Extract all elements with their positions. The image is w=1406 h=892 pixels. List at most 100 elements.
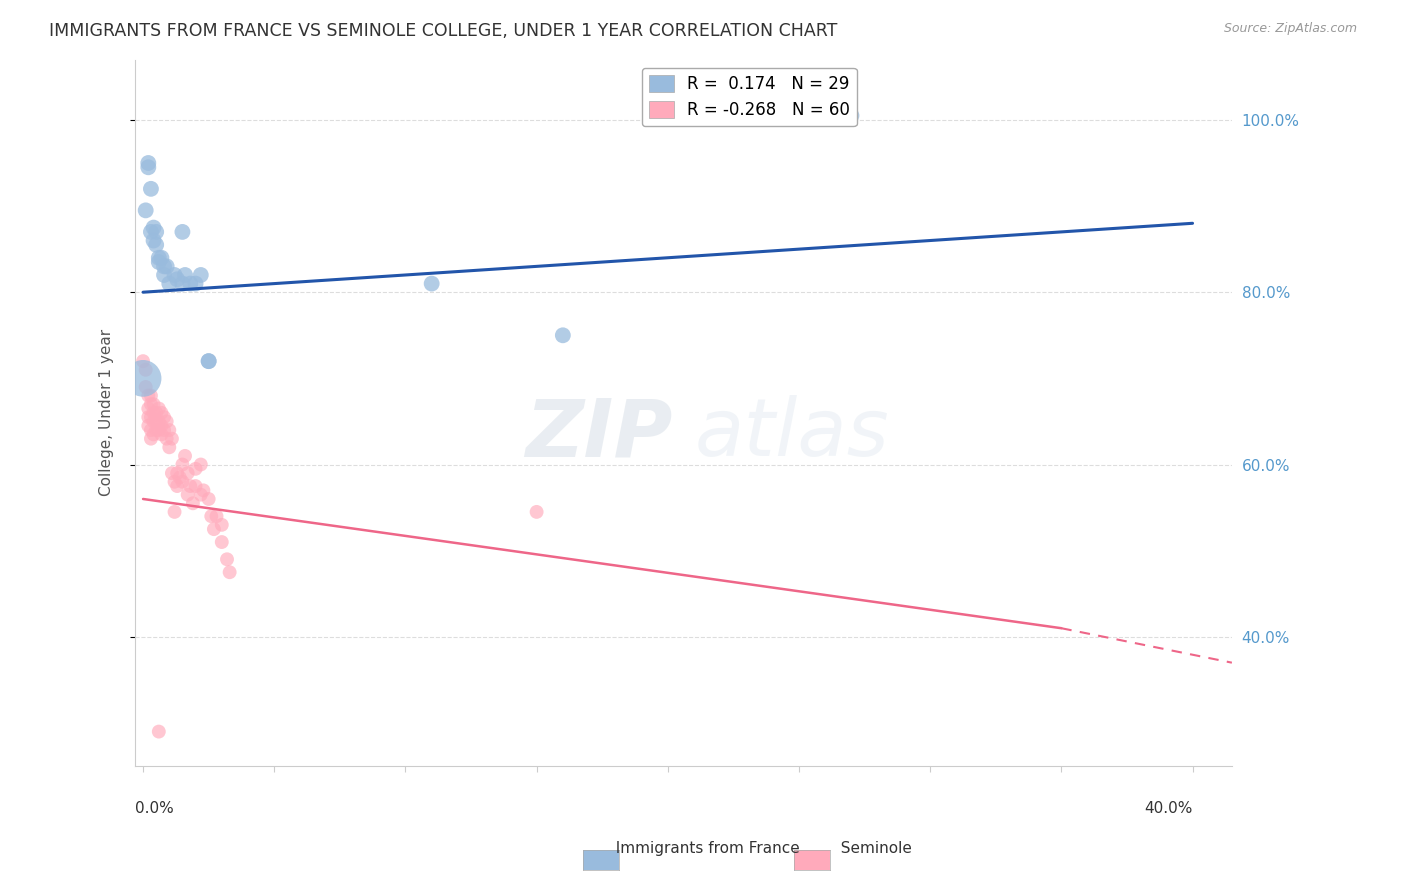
Point [136,418,159,433]
Point [157,440,180,454]
Point [135,203,157,218]
Point [218,565,240,579]
Point [184,277,207,291]
Point [148,401,170,416]
Point [136,388,159,402]
Point [136,401,159,416]
Point [148,255,170,269]
Text: atlas: atlas [695,395,889,473]
Point [163,505,186,519]
Point [160,432,183,446]
Point [181,496,204,510]
Point [153,410,176,425]
Point [145,225,167,239]
Point [136,156,159,170]
Point [150,251,173,265]
Point [153,268,176,282]
Point [176,466,198,480]
Point [200,509,222,524]
Point [166,272,188,286]
Point [142,397,165,411]
Point [190,488,212,502]
Point [132,354,155,368]
Point [142,234,165,248]
Point [179,277,201,291]
Point [174,449,197,463]
Point [148,724,170,739]
Point [163,268,186,282]
Point [157,277,180,291]
Point [197,354,219,368]
Point [193,483,215,498]
Point [174,268,197,282]
Point [145,237,167,252]
Point [184,462,207,476]
Point [156,432,179,446]
Point [202,522,225,536]
Point [190,268,212,282]
Point [551,328,574,343]
Point [150,418,173,433]
Text: ZIP: ZIP [526,395,672,473]
Point [205,509,228,524]
Point [156,414,179,428]
Point [139,423,162,437]
Point [142,406,165,420]
Point [139,225,162,239]
Point [136,161,159,175]
Point [841,109,863,123]
Point [142,427,165,442]
Text: IMMIGRANTS FROM FRANCE VS SEMINOLE COLLEGE, UNDER 1 YEAR CORRELATION CHART: IMMIGRANTS FROM FRANCE VS SEMINOLE COLLE… [49,22,838,40]
Point [139,388,162,402]
Point [150,406,173,420]
Point [139,397,162,411]
Text: Source: ZipAtlas.com: Source: ZipAtlas.com [1223,22,1357,36]
Point [145,423,167,437]
Point [139,432,162,446]
Point [166,479,188,493]
Point [176,488,198,502]
Point [166,466,188,480]
Point [169,470,191,484]
Point [142,414,165,428]
Legend: R =  0.174   N = 29, R = -0.268   N = 60: R = 0.174 N = 29, R = -0.268 N = 60 [643,68,856,126]
Point [190,458,212,472]
Point [135,380,157,394]
Point [142,220,165,235]
Point [172,277,194,291]
Point [157,423,180,437]
Point [184,479,207,493]
Point [139,182,162,196]
Point [197,491,219,506]
Point [163,475,186,489]
Point [179,479,201,493]
Point [150,427,173,442]
Point [211,517,233,532]
Point [139,410,162,425]
Point [148,414,170,428]
Point [420,277,443,291]
Point [136,410,159,425]
Text: 0.0%: 0.0% [135,800,174,815]
Point [160,466,183,480]
Point [526,505,548,519]
Point [148,251,170,265]
Point [215,552,238,566]
Point [211,535,233,549]
Point [156,260,179,274]
Text: Seminole: Seminole [831,841,912,856]
Point [172,458,194,472]
Point [197,354,219,368]
Point [172,475,194,489]
Point [148,423,170,437]
Point [153,423,176,437]
Point [135,363,157,377]
Point [153,260,176,274]
Point [172,225,194,239]
Point [145,414,167,428]
Text: 40.0%: 40.0% [1144,800,1192,815]
Point [145,406,167,420]
Text: Immigrants from France: Immigrants from France [606,841,800,856]
Point [132,371,155,385]
Y-axis label: College, Under 1 year: College, Under 1 year [100,329,114,496]
